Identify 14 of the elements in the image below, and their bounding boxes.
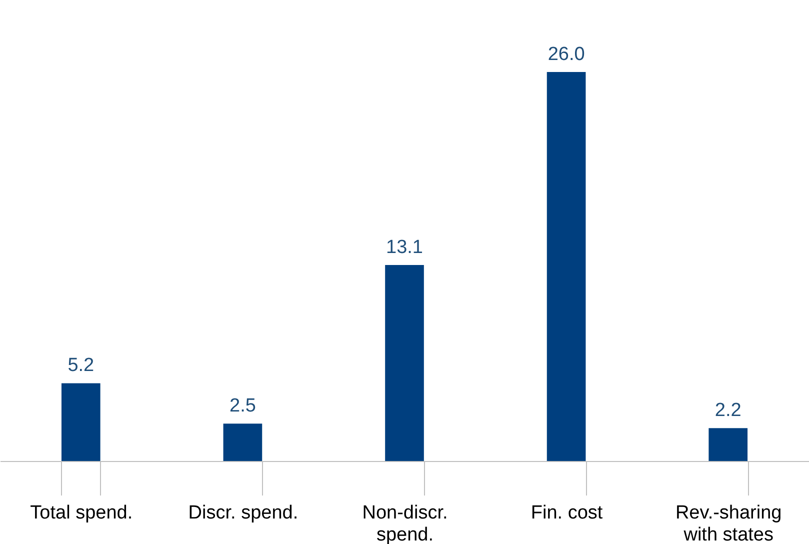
data-label: 26.0	[548, 44, 585, 65]
x-tick-label: Rev.-sharing with states	[675, 502, 782, 544]
bar	[385, 265, 424, 461]
data-label: 13.1	[386, 237, 423, 258]
x-tick-label: Discr. spend.	[188, 502, 298, 524]
data-label: 2.5	[229, 396, 256, 417]
x-tick-label: Fin. cost	[530, 502, 604, 524]
data-label: 2.2	[714, 400, 742, 422]
x-tick-label: Total spend.	[30, 502, 133, 524]
bar	[61, 383, 100, 461]
bar	[708, 428, 748, 461]
bar	[223, 424, 262, 461]
bar	[546, 72, 586, 461]
data-label: 5.2	[68, 355, 94, 376]
